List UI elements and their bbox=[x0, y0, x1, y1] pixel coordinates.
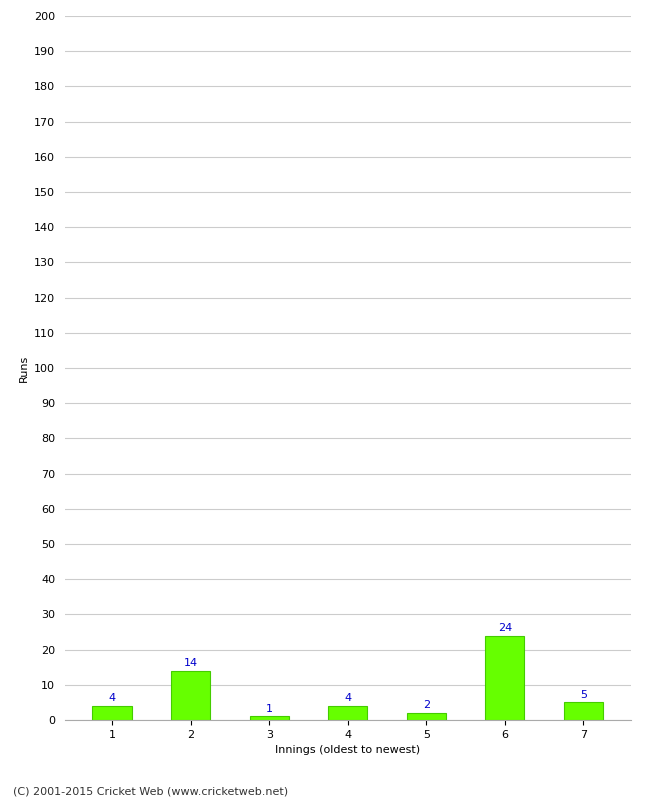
Bar bbox=[328, 706, 367, 720]
Text: 4: 4 bbox=[344, 693, 351, 703]
X-axis label: Innings (oldest to newest): Innings (oldest to newest) bbox=[275, 746, 421, 755]
Bar bbox=[485, 635, 525, 720]
Text: 4: 4 bbox=[109, 693, 116, 703]
Bar bbox=[564, 702, 603, 720]
Text: 2: 2 bbox=[422, 700, 430, 710]
Text: 5: 5 bbox=[580, 690, 587, 699]
Text: 24: 24 bbox=[498, 622, 512, 633]
Text: (C) 2001-2015 Cricket Web (www.cricketweb.net): (C) 2001-2015 Cricket Web (www.cricketwe… bbox=[13, 786, 288, 796]
Y-axis label: Runs: Runs bbox=[19, 354, 29, 382]
Bar bbox=[92, 706, 132, 720]
Bar bbox=[171, 670, 211, 720]
Text: 14: 14 bbox=[183, 658, 198, 668]
Text: 1: 1 bbox=[266, 704, 273, 714]
Bar bbox=[250, 717, 289, 720]
Bar bbox=[407, 713, 446, 720]
